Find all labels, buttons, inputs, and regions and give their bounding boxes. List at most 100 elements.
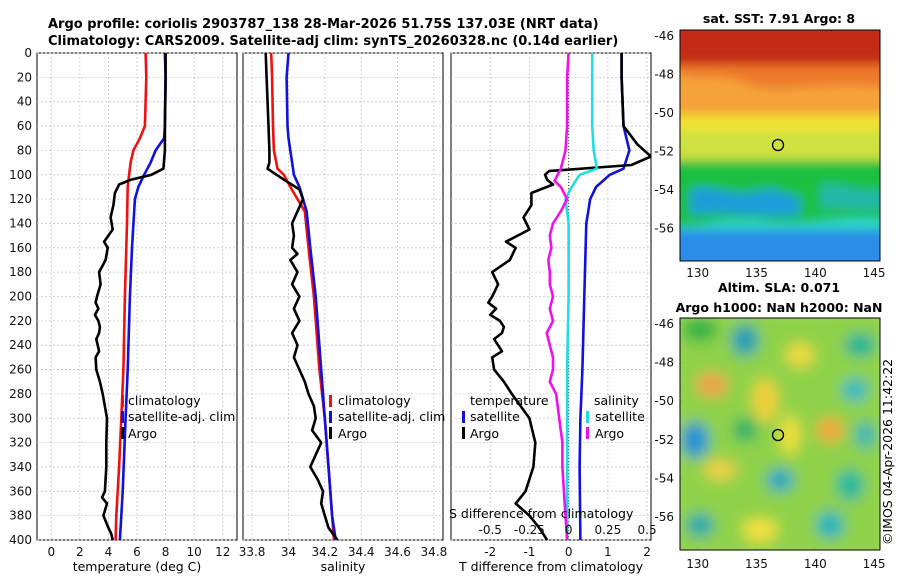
map-x-tick-label: 135 (745, 557, 768, 571)
x-tick-label: 2 (76, 545, 84, 559)
legend-label-t-satellite: satellite (470, 409, 520, 424)
series-line-t-argo (486, 53, 651, 540)
y-tick-label: 140 (9, 216, 32, 230)
x2-tick-label: -0.5 (479, 523, 502, 537)
y-tick-label: 260 (9, 363, 32, 377)
y-tick-label: 300 (9, 411, 32, 425)
x-tick-label: 34.6 (384, 545, 411, 559)
legend-swatch-satellite (121, 411, 124, 423)
sst-map-frame (679, 29, 881, 262)
y-tick-label: 180 (9, 265, 32, 279)
map-y-tick-label: -52 (654, 144, 674, 158)
legend-label-argo: Argo (338, 426, 367, 441)
salinity-legend: climatology satellite-adj. clim Argo (329, 393, 445, 441)
y-tick-label: 340 (9, 460, 32, 474)
legend-label-satellite: satellite-adj. clim (128, 409, 235, 424)
title-line-2: Climatology: CARS2009. Satellite-adj cli… (48, 34, 618, 49)
sla-map-frame (679, 317, 881, 551)
series-line-s-satellite (564, 53, 599, 540)
x-tick-label: -2 (484, 545, 496, 559)
sst-map-title: sat. SST: 7.91 Argo: 8 (703, 11, 855, 26)
y-tick-label: 80 (17, 143, 32, 157)
y-tick-label: 400 (9, 533, 32, 547)
salinity-grid (243, 52, 443, 541)
sla-map-field (680, 318, 880, 550)
x-tick-label: 34.4 (348, 545, 375, 559)
temperature-lines (93, 53, 167, 540)
y-tick-label: 200 (9, 290, 32, 304)
x-tick-label: 1 (604, 545, 612, 559)
x-tick-label: 34.2 (311, 545, 338, 559)
x-tick-label: 34.8 (421, 545, 448, 559)
sla-map-argo-marker (771, 428, 785, 442)
x2-tick-label: -0.25 (514, 523, 545, 537)
y-tick-label: 20 (17, 70, 32, 84)
series-line-s-argo (545, 53, 570, 540)
map-x-tick-label: 130 (686, 557, 709, 571)
legend-title-temperature: temperature (470, 393, 549, 408)
map-x-tick-label: 145 (863, 266, 886, 280)
legend-swatch-satellite (329, 411, 332, 423)
y-tick-label: 0 (24, 46, 32, 60)
legend-swatch-t-argo (462, 427, 465, 439)
x-tick-label: -1 (523, 545, 535, 559)
map-y-tick-label: -54 (654, 471, 674, 485)
legend-swatch-argo (121, 427, 124, 439)
map-y-tick-label: -50 (654, 106, 674, 120)
sst-map-field (680, 30, 880, 261)
salinity-lines (264, 53, 339, 540)
map-y-tick-label: -56 (654, 510, 674, 524)
y-tick-label: 40 (17, 95, 32, 109)
y-tick-label: 240 (9, 338, 32, 352)
legend-label-climatology: climatology (338, 393, 411, 408)
x-tick-label: 10 (187, 545, 202, 559)
legend-label-argo: Argo (128, 426, 157, 441)
map-x-tick-label: 140 (804, 557, 827, 571)
y-tick-label: 220 (9, 314, 32, 328)
legend-swatch-s-argo (586, 427, 589, 439)
x-tick-label: 6 (133, 545, 141, 559)
map-y-tick-label: -54 (654, 183, 674, 197)
axis-ticks: 0204060801001201401601802002202402602803… (9, 29, 885, 571)
x-tick-label: 0 (47, 545, 55, 559)
map-y-tick-label: -46 (654, 317, 674, 331)
temperature-legend: climatology satellite-adj. clim Argo (121, 393, 235, 441)
map-y-tick-label: -48 (654, 355, 674, 369)
legend-title-salinity: salinity (594, 393, 639, 408)
x2-tick-label: 0 (565, 523, 573, 537)
legend-label-satellite: satellite-adj. clim (338, 409, 445, 424)
map-x-tick-label: 130 (686, 266, 709, 280)
legend-label-t-argo: Argo (470, 426, 499, 441)
y-tick-label: 60 (17, 119, 32, 133)
sla-map-subtitle: Argo h1000: NaN h2000: NaN (676, 300, 883, 315)
x-tick-label: 2 (643, 545, 651, 559)
legend-swatch-climatology (121, 395, 124, 407)
legend-label-s-satellite: satellite (595, 409, 645, 424)
map-y-tick-label: -52 (654, 433, 674, 447)
temperature-grid (37, 52, 237, 541)
x-tick-label: 12 (215, 545, 230, 559)
series-line-argo (93, 53, 167, 540)
map-y-tick-label: -48 (654, 67, 674, 81)
x-tick-label: 8 (162, 545, 170, 559)
y-tick-label: 280 (9, 387, 32, 401)
legend-label-climatology: climatology (128, 393, 201, 408)
x-tick-label: 33.8 (239, 545, 266, 559)
x-tick-label: 34 (281, 545, 296, 559)
y-tick-label: 160 (9, 241, 32, 255)
series-line-t-satellite (578, 53, 631, 540)
map-x-tick-label: 140 (804, 266, 827, 280)
difference-grid (451, 52, 651, 541)
map-y-tick-label: -56 (654, 221, 674, 235)
legend-swatch-t-satellite (462, 411, 465, 423)
difference-legend: temperature satellite Argo salinity sate… (462, 393, 645, 441)
map-x-tick-label: 135 (745, 266, 768, 280)
map-y-tick-label: -46 (654, 29, 674, 43)
sla-map-title: Altim. SLA: 0.071 (718, 280, 840, 295)
y-tick-label: 120 (9, 192, 32, 206)
y-tick-label: 100 (9, 168, 32, 182)
y-tick-label: 320 (9, 436, 32, 450)
legend-swatch-s-satellite (586, 411, 589, 423)
map-y-tick-label: -50 (654, 394, 674, 408)
